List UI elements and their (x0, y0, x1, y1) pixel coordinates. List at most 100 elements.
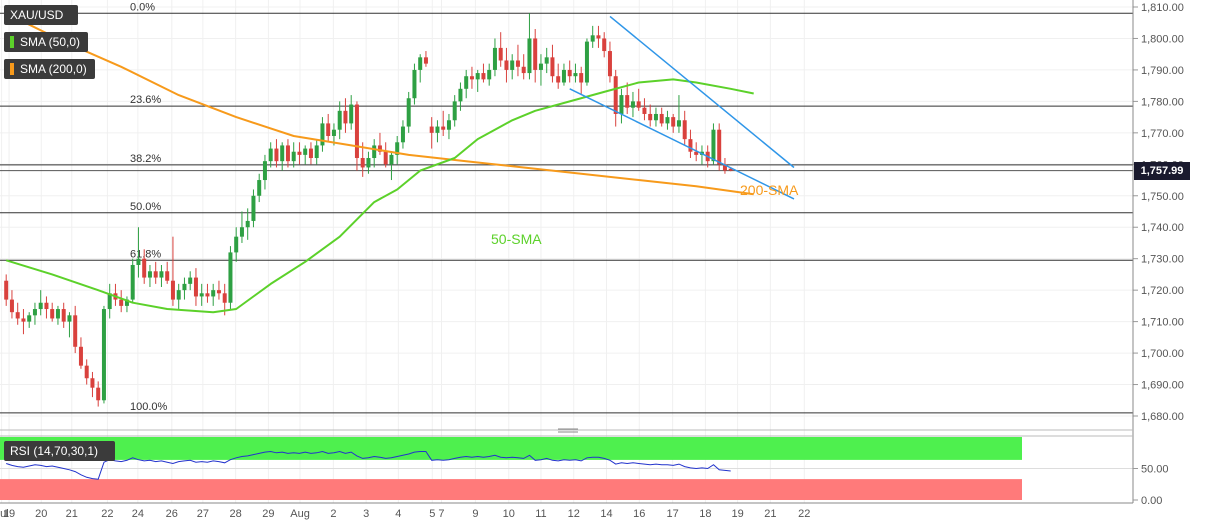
candle-body (119, 299, 124, 306)
candle-body (274, 148, 279, 162)
candle-body (487, 69, 492, 80)
candle-body (101, 309, 106, 401)
x-tick-label: 24 (132, 508, 144, 520)
sma50-line (5, 78, 754, 314)
sma200-legend[interactable]: SMA (200,0) (4, 59, 95, 79)
rsi-legend[interactable]: RSI (14,70,30,1) (4, 441, 115, 461)
candle-body (245, 220, 250, 228)
candle-body (211, 290, 216, 297)
x-tick-label: 10 (503, 508, 515, 520)
candle-body (285, 145, 290, 162)
candle-body (366, 158, 371, 168)
sma50-legend[interactable]: SMA (50,0) (4, 32, 88, 52)
wedge-lower-line (569, 88, 795, 200)
candle-body (343, 110, 348, 124)
sma200-swatch (10, 63, 14, 75)
candle-body (308, 148, 313, 159)
candle-body (590, 35, 595, 42)
x-tick-label: 9 (472, 508, 478, 520)
wedge-upper-line (609, 15, 795, 169)
candle-body (170, 280, 175, 300)
candle-body (61, 309, 66, 322)
rsi-legend-label: RSI (14,70,30,1) (10, 444, 99, 458)
candle-body (682, 120, 687, 140)
candles (4, 13, 733, 407)
x-tick-label: 4 (395, 508, 401, 520)
x-tick-label: 16 (633, 508, 645, 520)
falling-wedge (569, 15, 795, 200)
fib-label: 38.2% (130, 153, 161, 165)
candle-body (475, 73, 480, 80)
candle-body (653, 113, 658, 121)
candle-body (383, 151, 388, 165)
y-tick-label: 1,780.00 (1141, 96, 1184, 108)
candle-body (78, 346, 83, 366)
candle-body (613, 76, 618, 114)
grid (0, 0, 1133, 503)
candle-body (67, 315, 72, 322)
candle-body (400, 126, 405, 143)
candle-body (429, 126, 434, 133)
candle-body (694, 151, 699, 155)
candle-body (636, 101, 641, 108)
candle-body (84, 365, 89, 379)
candle-body (73, 315, 78, 347)
candle-body (579, 73, 584, 83)
x-tick-label: 26 (166, 508, 178, 520)
candle-body (452, 101, 457, 121)
rsi-oversold-zone (0, 479, 1022, 500)
rsi-y-tick-label: 0.00 (1141, 495, 1162, 507)
y-tick-label: 1,800.00 (1141, 33, 1184, 45)
candle-body (124, 299, 129, 306)
candle-body (15, 312, 20, 319)
candle-body (9, 299, 14, 313)
candle-body (648, 113, 653, 121)
candle-body (521, 66, 526, 74)
candle-body (251, 195, 256, 221)
candle-body (423, 57, 428, 64)
candle-body (596, 35, 601, 39)
candle-body (349, 104, 354, 124)
candle-body (193, 277, 198, 297)
candle-body (32, 309, 37, 316)
candle-body (159, 271, 164, 278)
y-tick-label: 1,720.00 (1141, 285, 1184, 297)
candle-body (360, 158, 365, 168)
x-tick-label: 21 (66, 508, 78, 520)
fib-label: 0.0% (130, 1, 155, 13)
candle-body (544, 57, 549, 64)
candle-body (136, 258, 141, 265)
candle-body (418, 57, 423, 70)
candle-body (446, 120, 451, 130)
sma50-swatch (10, 36, 14, 48)
candle-body (377, 145, 382, 152)
y-tick-label: 1,790.00 (1141, 65, 1184, 77)
y-tick-label: 1,810.00 (1141, 2, 1184, 14)
candle-body (533, 38, 538, 70)
candle-body (395, 142, 400, 155)
candle-body (630, 101, 635, 108)
fibonacci-levels: 0.0% 23.6% 38.2% 50.0% 61.8% 100.0% (0, 1, 1133, 414)
y-tick-label: 1,690.00 (1141, 380, 1184, 392)
x-tick-label: 22 (798, 508, 810, 520)
candle-body (314, 145, 319, 159)
candle-body (21, 318, 26, 322)
candle-body (527, 38, 532, 74)
y-tick-label: 1,740.00 (1141, 222, 1184, 234)
rsi-line (6, 450, 731, 480)
candle-body (676, 120, 681, 127)
pane-splitter-handle[interactable] (558, 428, 578, 433)
candle-body (176, 290, 181, 300)
candle-body (27, 315, 32, 322)
candle-body (147, 271, 152, 278)
x-tick-label: 14 (600, 508, 612, 520)
candle-body (188, 277, 193, 284)
x-tick-label: 18 (699, 508, 711, 520)
axes: 1,680.00 1,690.00 1,700.00 1,710.00 1,720.00… (0, 0, 1184, 520)
candle-body (469, 76, 474, 80)
candle-body (556, 76, 561, 83)
y-tick-label: 1,750.00 (1141, 191, 1184, 203)
candle-body (165, 271, 170, 281)
candle-body (280, 145, 285, 162)
symbol-label[interactable]: XAU/USD (4, 5, 78, 25)
